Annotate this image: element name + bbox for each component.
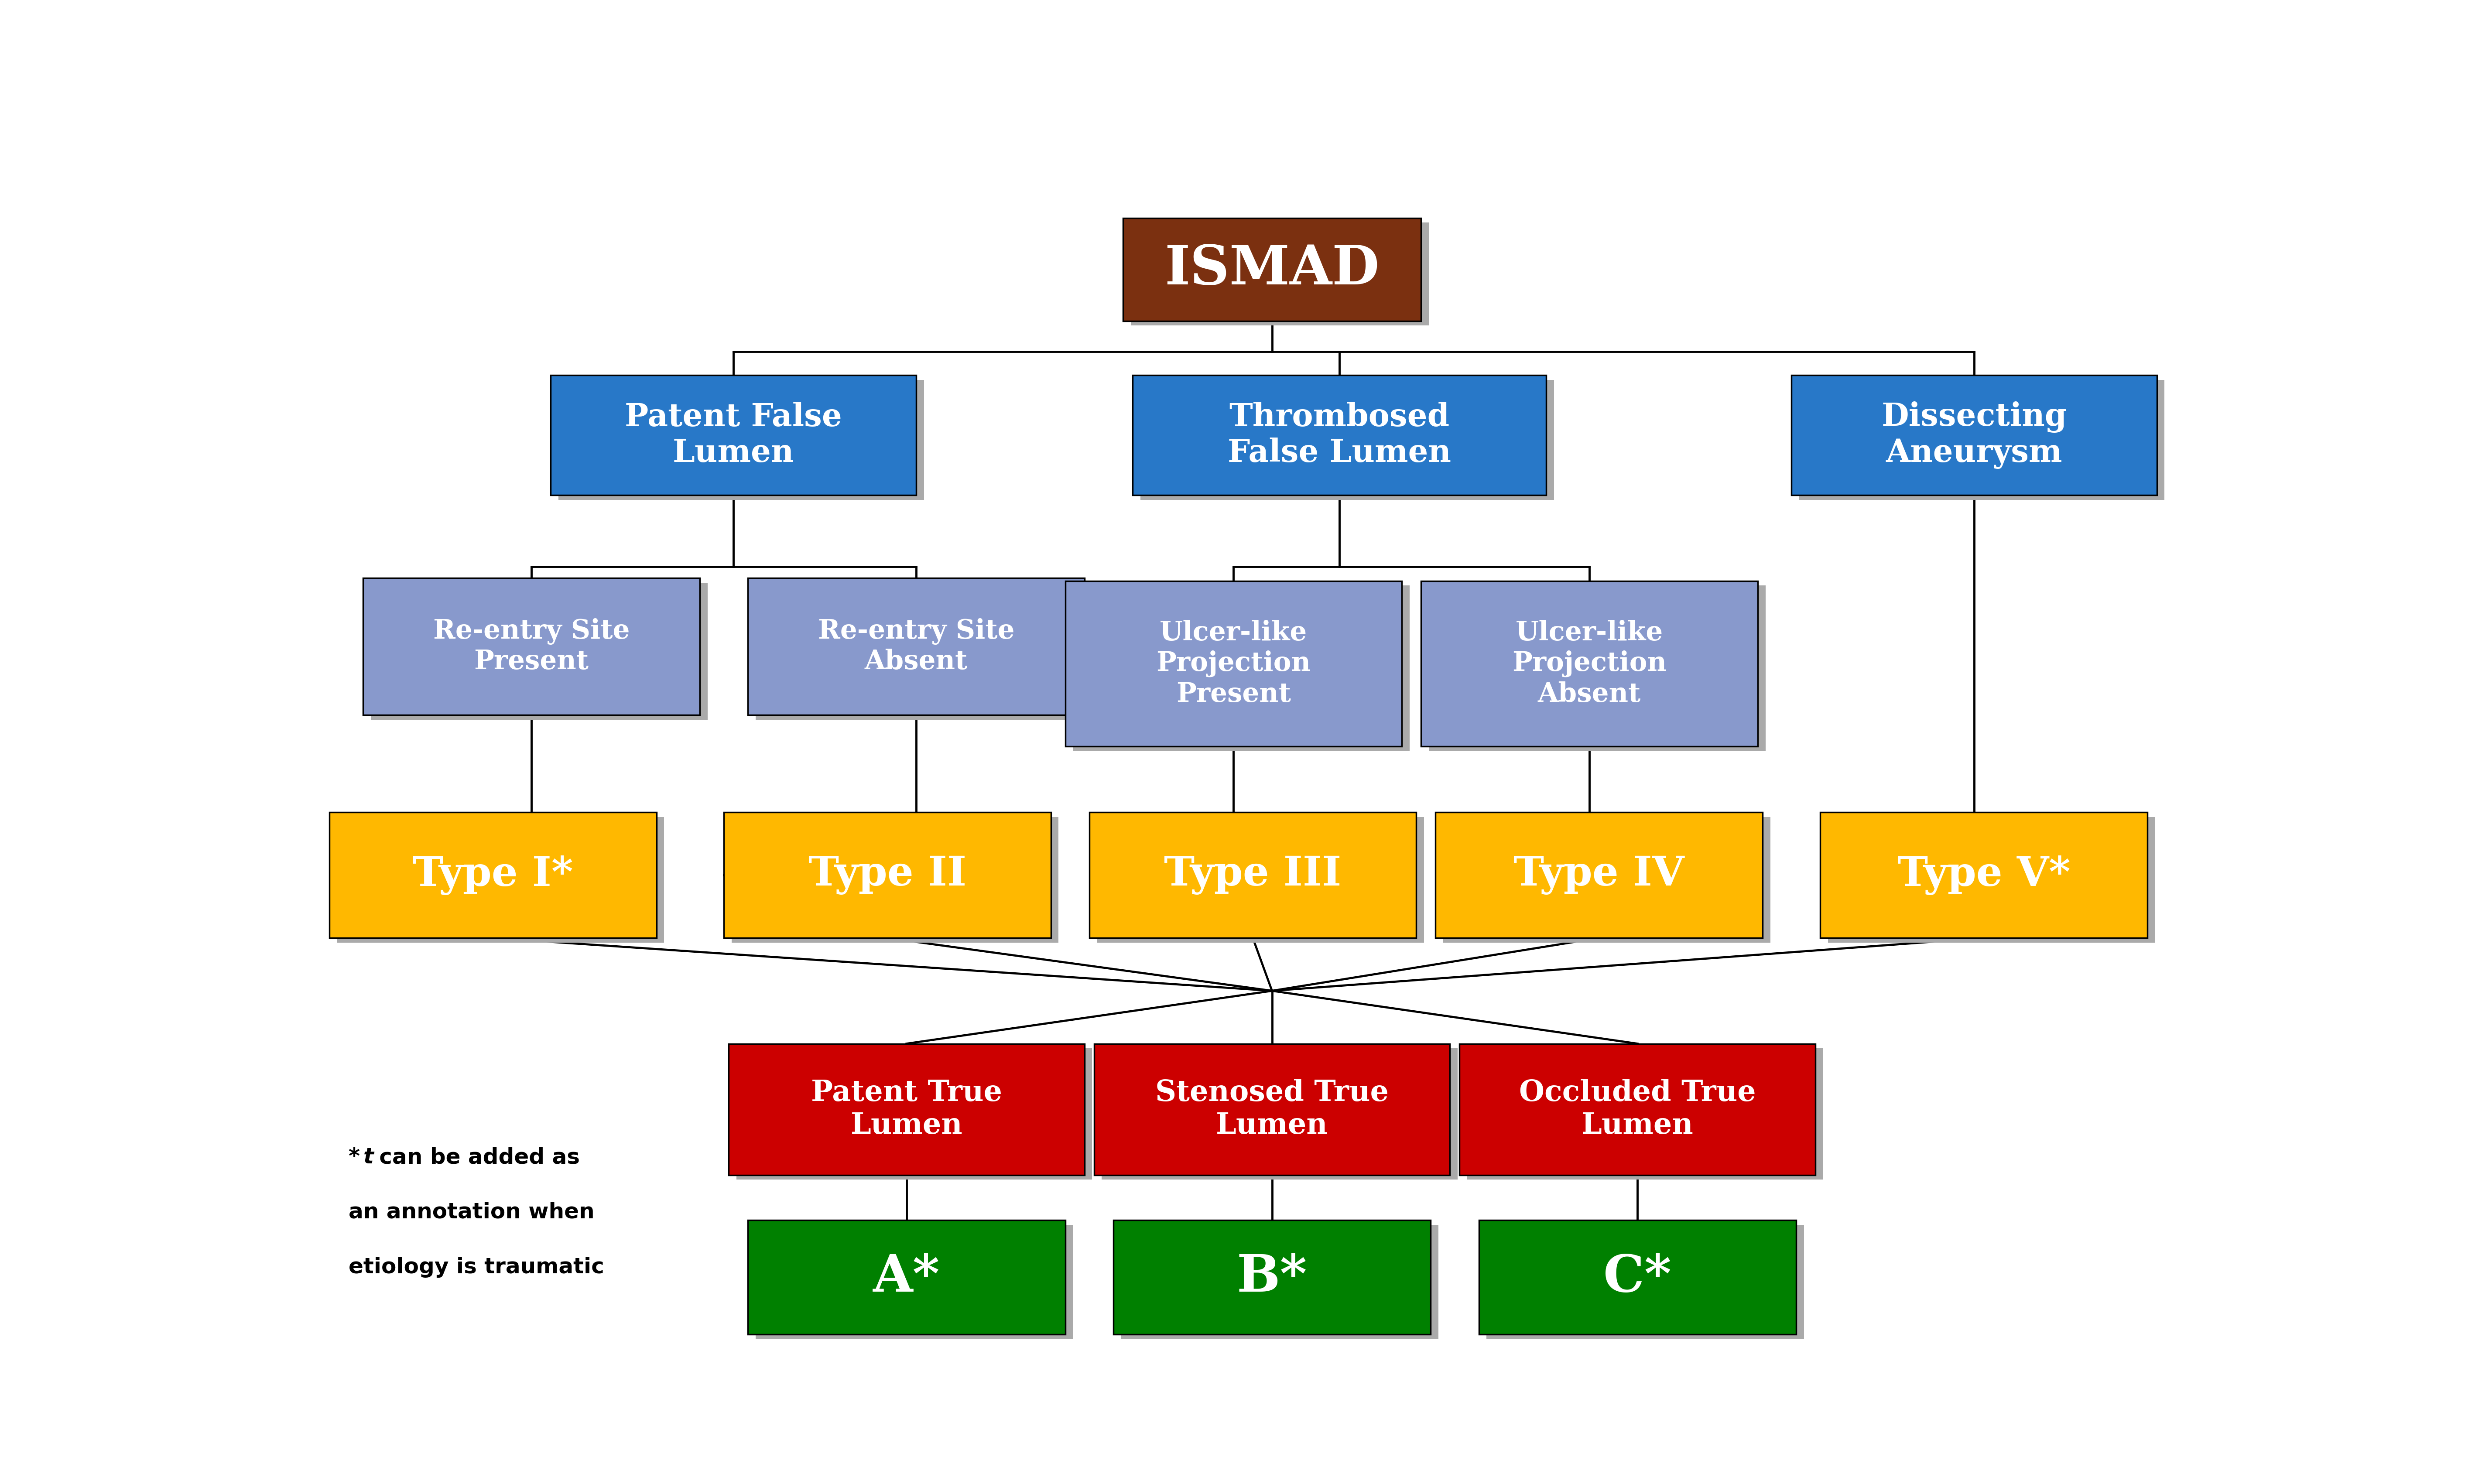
Text: B*: B*: [1236, 1252, 1308, 1303]
Text: Occluded True
Lumen: Occluded True Lumen: [1519, 1079, 1755, 1140]
FancyBboxPatch shape: [1132, 375, 1546, 496]
FancyBboxPatch shape: [338, 816, 665, 942]
FancyBboxPatch shape: [1102, 1048, 1457, 1180]
FancyBboxPatch shape: [1819, 812, 2147, 938]
Text: A*: A*: [874, 1252, 941, 1303]
FancyBboxPatch shape: [747, 579, 1085, 715]
FancyBboxPatch shape: [1430, 586, 1765, 751]
FancyBboxPatch shape: [558, 380, 923, 500]
Text: Patent True
Lumen: Patent True Lumen: [812, 1079, 1003, 1140]
FancyBboxPatch shape: [725, 812, 1050, 938]
Text: Type III: Type III: [1164, 855, 1340, 895]
Text: Ulcer-like
Projection
Present: Ulcer-like Projection Present: [1157, 620, 1310, 708]
FancyBboxPatch shape: [755, 1224, 1072, 1339]
FancyBboxPatch shape: [1827, 816, 2154, 942]
FancyBboxPatch shape: [1479, 1220, 1797, 1334]
Text: Dissecting
Aneurysm: Dissecting Aneurysm: [1881, 401, 2068, 469]
FancyBboxPatch shape: [1792, 375, 2157, 496]
FancyBboxPatch shape: [1095, 1043, 1449, 1175]
FancyBboxPatch shape: [1122, 218, 1422, 321]
FancyBboxPatch shape: [1459, 1043, 1814, 1175]
FancyBboxPatch shape: [551, 375, 916, 496]
Text: Stenosed True
Lumen: Stenosed True Lumen: [1154, 1079, 1390, 1140]
FancyBboxPatch shape: [1139, 380, 1554, 500]
FancyBboxPatch shape: [1487, 1224, 1804, 1339]
FancyBboxPatch shape: [1422, 580, 1757, 746]
Text: Re-entry Site
Absent: Re-entry Site Absent: [819, 619, 1015, 675]
FancyBboxPatch shape: [755, 583, 1092, 720]
FancyBboxPatch shape: [1467, 1048, 1824, 1180]
FancyBboxPatch shape: [730, 1043, 1085, 1175]
Text: Type II: Type II: [809, 855, 965, 895]
Text: Thrombosed
False Lumen: Thrombosed False Lumen: [1229, 402, 1452, 469]
Text: ISMAD: ISMAD: [1164, 243, 1380, 295]
Text: Patent False
Lumen: Patent False Lumen: [625, 402, 841, 469]
Text: an annotation when: an annotation when: [347, 1202, 596, 1223]
FancyBboxPatch shape: [1114, 1220, 1430, 1334]
Text: Type I*: Type I*: [412, 855, 573, 895]
FancyBboxPatch shape: [1072, 586, 1410, 751]
Text: can be added as: can be added as: [372, 1147, 581, 1168]
FancyBboxPatch shape: [737, 1048, 1092, 1180]
FancyBboxPatch shape: [1097, 816, 1425, 942]
Text: *: *: [347, 1147, 367, 1168]
Text: Ulcer-like
Projection
Absent: Ulcer-like Projection Absent: [1512, 620, 1665, 708]
FancyBboxPatch shape: [370, 583, 707, 720]
Text: Type V*: Type V*: [1896, 855, 2070, 895]
FancyBboxPatch shape: [330, 812, 655, 938]
Text: Re-entry Site
Present: Re-entry Site Present: [434, 619, 630, 675]
Text: C*: C*: [1603, 1252, 1670, 1303]
Text: t: t: [362, 1147, 375, 1168]
Text: Type IV: Type IV: [1514, 855, 1685, 895]
FancyBboxPatch shape: [362, 579, 700, 715]
FancyBboxPatch shape: [1132, 223, 1430, 325]
FancyBboxPatch shape: [1065, 580, 1402, 746]
FancyBboxPatch shape: [747, 1220, 1065, 1334]
FancyBboxPatch shape: [732, 816, 1057, 942]
FancyBboxPatch shape: [1799, 380, 2164, 500]
FancyBboxPatch shape: [1442, 816, 1770, 942]
FancyBboxPatch shape: [1090, 812, 1417, 938]
FancyBboxPatch shape: [1435, 812, 1762, 938]
FancyBboxPatch shape: [1122, 1224, 1440, 1339]
Text: etiology is traumatic: etiology is traumatic: [347, 1257, 603, 1278]
